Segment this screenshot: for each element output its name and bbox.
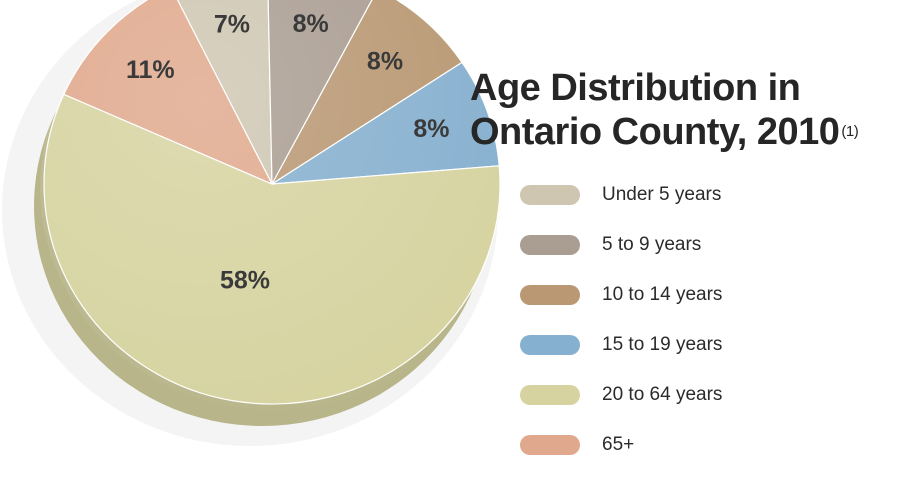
- chart-title-line-2-text: Ontario County, 2010: [470, 111, 840, 153]
- pie-data-label-15-to-19-years: 8%: [413, 115, 449, 143]
- chart-title-line-1: Age Distribution in: [470, 67, 801, 109]
- legend-swatch-10-to-14-years: [520, 285, 580, 305]
- legend-label-10-to-14-years: 10 to 14 years: [602, 284, 723, 305]
- legend-item-65: 65+: [520, 433, 890, 457]
- legend-swatch-5-to-9-years: [520, 235, 580, 255]
- legend-label-under-5-years: Under 5 years: [602, 184, 722, 205]
- chart-title-line-2: Ontario County, 2010 (1): [470, 110, 900, 154]
- legend-swatch-20-to-64-years: [520, 385, 580, 405]
- pie-data-label-10-to-14-years: 8%: [367, 48, 403, 76]
- chart-title: Age Distribution in Ontario County, 2010…: [470, 66, 900, 154]
- legend-label-65: 65+: [602, 434, 635, 455]
- legend-item-15-to-19-years: 15 to 19 years: [520, 333, 890, 357]
- legend-item-5-to-9-years: 5 to 9 years: [520, 233, 890, 257]
- pie-data-label-20-to-64-years: 58%: [220, 267, 270, 295]
- legend-swatch-under-5-years: [520, 185, 580, 205]
- pie-data-label-under-5-years: 7%: [214, 11, 250, 39]
- legend-item-10-to-14-years: 10 to 14 years: [520, 283, 890, 307]
- pie-labels: 7% 8% 8% 8% 58% 11%: [126, 10, 450, 295]
- pie-data-label-65: 11%: [126, 56, 175, 84]
- legend-label-15-to-19-years: 15 to 19 years: [602, 334, 723, 355]
- legend-label-5-to-9-years: 5 to 9 years: [602, 234, 702, 255]
- legend-swatch-65: [520, 435, 580, 455]
- legend-swatch-15-to-19-years: [520, 335, 580, 355]
- pie-chart: 7% 8% 8% 8% 58% 11%: [2, 0, 504, 446]
- chart-legend: Under 5 years 5 to 9 years 10 to 14 years 1…: [520, 183, 890, 483]
- chart-title-footnote: (1): [841, 123, 859, 140]
- pie-data-label-5-to-9-years: 8%: [293, 10, 329, 38]
- pie-highlight: [40, 0, 504, 410]
- legend-label-20-to-64-years: 20 to 64 years: [602, 384, 723, 405]
- legend-item-under-5-years: Under 5 years: [520, 183, 890, 207]
- legend-item-20-to-64-years: 20 to 64 years: [520, 383, 890, 407]
